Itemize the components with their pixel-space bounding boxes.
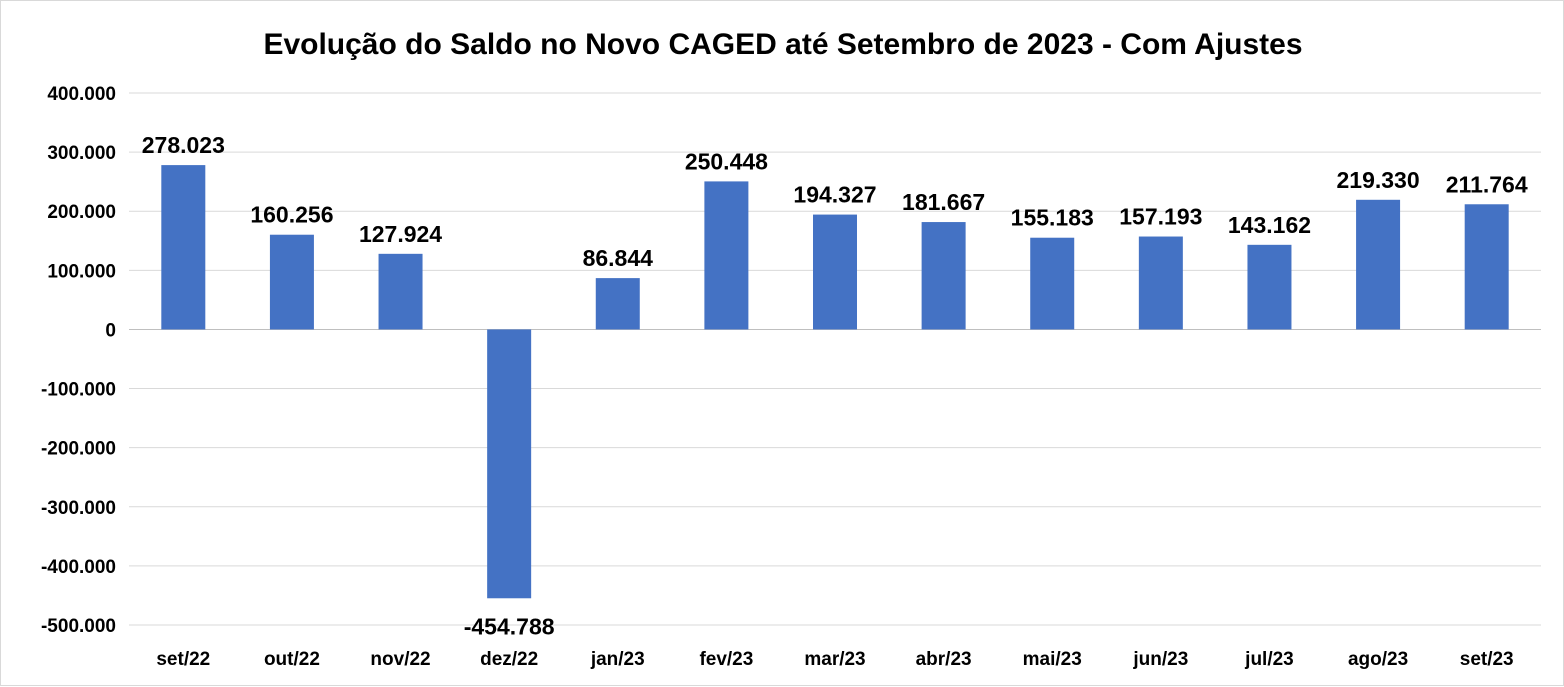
y-tick-label: -300.000 (41, 498, 116, 519)
x-tick-label: jun/23 (1132, 649, 1188, 670)
data-label: 211.764 (1446, 171, 1528, 197)
data-label: 155.183 (1011, 205, 1094, 231)
y-tick-label: 400.000 (47, 84, 116, 105)
y-tick-label: -400.000 (41, 557, 116, 578)
bar-fev/23 (704, 181, 749, 330)
y-tick-label: 300.000 (47, 143, 116, 164)
bar-set/23 (1464, 204, 1509, 330)
bar-mar/23 (813, 214, 857, 330)
x-tick-label: fev/23 (699, 649, 753, 670)
gridlines (129, 92, 1541, 626)
bar-out/22 (269, 234, 314, 330)
bar-jun/23 (1138, 236, 1183, 330)
x-tick-label: out/22 (264, 649, 320, 670)
x-tick-label: ago/23 (1348, 649, 1408, 670)
x-tick-label: mai/23 (1023, 649, 1082, 670)
x-axis-ticks: set/22 out/22 nov/22 dez/22 jan/23 fev/23 mar/… (156, 649, 1513, 670)
data-label: 160.256 (250, 202, 333, 228)
bar-dez/22 (487, 329, 532, 599)
data-label: 127.924 (359, 221, 442, 247)
y-tick-label: 0 (105, 320, 116, 341)
x-tick-label: abr/23 (916, 649, 972, 670)
y-tick-label: -100.000 (41, 380, 116, 401)
x-tick-label: dez/22 (480, 649, 538, 670)
data-labels: 278.023 160.256 127.924 -454.788 86.844 250.4… (142, 132, 1528, 639)
data-label: 194.327 (793, 182, 876, 208)
data-label: 86.844 (583, 245, 654, 271)
bar-abr/23 (921, 222, 966, 330)
y-tick-label: -500.000 (41, 616, 116, 637)
bar-ago/23 (1356, 199, 1401, 330)
y-axis-ticks: 400.000 300.000 200.000 100.000 0 -100.000 -20… (41, 84, 116, 637)
data-label: 181.667 (902, 189, 985, 215)
y-tick-label: -200.000 (41, 439, 116, 460)
bars (161, 165, 1509, 599)
x-tick-label: jul/23 (1244, 649, 1294, 670)
chart-title: Evolução do Saldo no Novo CAGED até Sete… (263, 28, 1302, 61)
data-label: 250.448 (685, 148, 768, 174)
data-label: 219.330 (1337, 167, 1420, 193)
bar-jul/23 (1247, 244, 1292, 330)
bar-nov/22 (378, 253, 423, 330)
bar-set/22 (161, 165, 206, 330)
bar-mai/23 (1030, 237, 1075, 330)
bar-jan/23 (595, 278, 640, 330)
x-tick-label: mar/23 (804, 649, 865, 670)
data-label: -454.788 (464, 613, 555, 639)
x-tick-label: jan/23 (590, 649, 645, 670)
data-label: 143.162 (1228, 212, 1311, 238)
x-tick-label: set/22 (156, 649, 210, 670)
data-label: 278.023 (142, 132, 225, 158)
x-tick-label: nov/22 (370, 649, 430, 670)
x-tick-label: set/23 (1460, 649, 1514, 670)
y-tick-label: 100.000 (47, 261, 116, 282)
data-label: 157.193 (1119, 204, 1202, 230)
y-tick-label: 200.000 (47, 202, 116, 223)
